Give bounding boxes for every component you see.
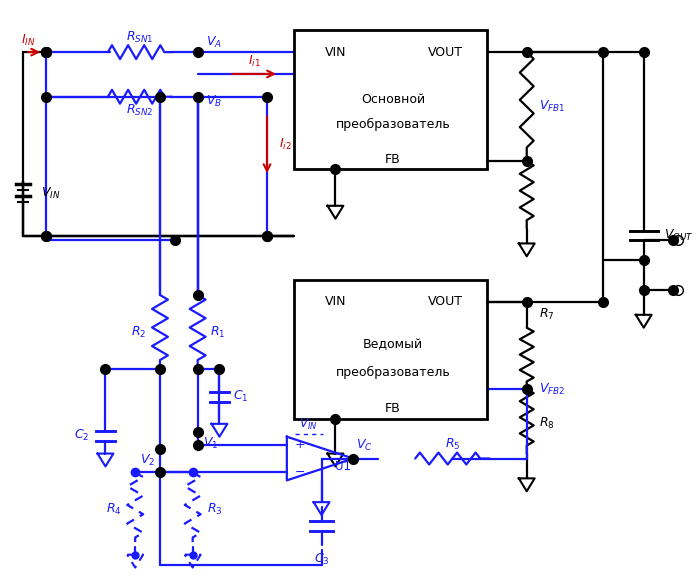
- Text: Ведомый: Ведомый: [363, 338, 423, 351]
- Bar: [294, 280, 487, 419]
- Text: $C_1$: $C_1$: [233, 389, 248, 404]
- Text: FB: FB: [385, 402, 401, 415]
- Text: $R_5$: $R_5$: [444, 437, 460, 452]
- Text: $V_C$: $V_C$: [356, 438, 373, 453]
- Text: $V_1$: $V_1$: [202, 436, 218, 451]
- Text: $R_2$: $R_2$: [131, 325, 146, 340]
- Text: Основной: Основной: [361, 93, 425, 106]
- Bar: [294, 30, 487, 169]
- Text: $V_{IN}$: $V_{IN}$: [41, 187, 60, 201]
- Text: $I_{i2}$: $I_{i2}$: [279, 137, 292, 152]
- Text: $R_8$: $R_8$: [538, 417, 554, 431]
- Text: $C_3$: $C_3$: [314, 552, 330, 567]
- Text: VOUT: VOUT: [428, 295, 463, 308]
- Text: U1: U1: [335, 460, 351, 473]
- Text: $R_7$: $R_7$: [538, 307, 554, 322]
- Text: FB: FB: [385, 153, 401, 166]
- Text: $C_2$: $C_2$: [74, 428, 90, 443]
- Text: $R_{SN1}$: $R_{SN1}$: [127, 30, 154, 45]
- Text: $V_A$: $V_A$: [206, 35, 221, 50]
- Text: $V_{FB2}$: $V_{FB2}$: [538, 381, 565, 397]
- Text: +: +: [295, 438, 305, 451]
- Text: преобразователь: преобразователь: [335, 366, 450, 379]
- Text: $V_{OUT}$: $V_{OUT}$: [664, 228, 693, 243]
- Text: $R_3$: $R_3$: [206, 502, 222, 517]
- Text: $R_1$: $R_1$: [209, 325, 225, 340]
- Text: $V_{FB1}$: $V_{FB1}$: [538, 99, 565, 114]
- Text: −: −: [295, 466, 305, 479]
- Text: $R_4$: $R_4$: [106, 502, 121, 517]
- Text: $V_{IN}$: $V_{IN}$: [300, 417, 318, 432]
- Text: преобразователь: преобразователь: [335, 118, 450, 131]
- Text: $I_{IN}$: $I_{IN}$: [21, 33, 36, 48]
- Text: $I_{i1}$: $I_{i1}$: [248, 53, 260, 68]
- Text: VIN: VIN: [325, 46, 346, 59]
- Text: VIN: VIN: [325, 295, 346, 308]
- Text: $R_{SN2}$: $R_{SN2}$: [127, 103, 154, 118]
- Text: VOUT: VOUT: [428, 46, 463, 59]
- Text: $V_B$: $V_B$: [206, 94, 222, 109]
- Text: $V_2$: $V_2$: [140, 453, 155, 468]
